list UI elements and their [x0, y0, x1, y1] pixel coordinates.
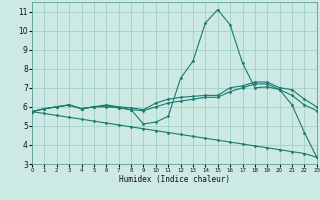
X-axis label: Humidex (Indice chaleur): Humidex (Indice chaleur) [119, 175, 230, 184]
